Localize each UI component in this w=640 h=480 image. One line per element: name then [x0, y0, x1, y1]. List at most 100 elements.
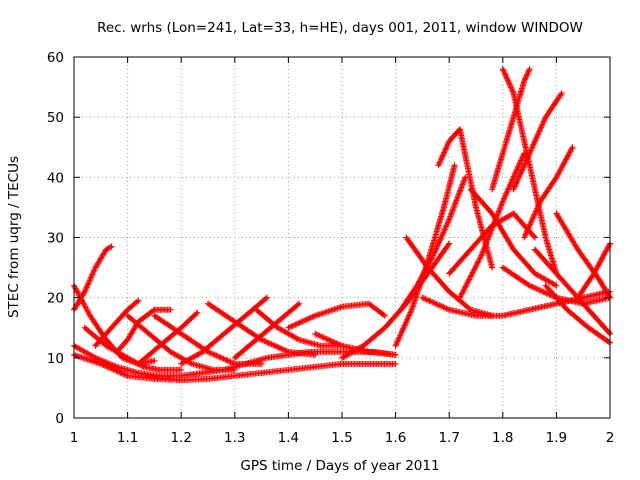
data-point	[438, 233, 445, 240]
data-point	[444, 220, 451, 227]
data-point	[445, 241, 452, 248]
series-track	[231, 300, 303, 361]
data-point	[538, 122, 545, 129]
data-point	[507, 83, 514, 90]
series-track	[499, 264, 613, 307]
data-point	[434, 242, 441, 249]
data-point	[569, 144, 576, 151]
data-point	[469, 270, 476, 277]
data-point	[406, 312, 413, 319]
data-point	[400, 324, 407, 331]
data-point	[282, 347, 289, 354]
data-point	[118, 370, 125, 377]
data-point	[227, 358, 234, 365]
y-tick-label: 20	[47, 291, 64, 307]
data-point	[553, 282, 560, 289]
data-point	[431, 249, 438, 256]
data-point	[527, 221, 534, 228]
data-point	[324, 336, 331, 343]
data-point	[298, 319, 305, 326]
data-point	[534, 204, 541, 211]
data-point	[521, 78, 528, 85]
data-point	[305, 315, 312, 322]
data-point	[279, 346, 286, 353]
data-point	[139, 363, 146, 370]
data-point	[381, 312, 388, 319]
data-point	[499, 66, 506, 73]
data-point	[106, 364, 113, 371]
data-point	[432, 300, 439, 307]
y-tick-label: 50	[47, 110, 64, 126]
data-point	[501, 70, 508, 77]
data-point	[103, 363, 110, 370]
data-point	[404, 316, 411, 323]
data-point	[310, 313, 317, 320]
data-point	[429, 253, 436, 260]
x-tick-label: 1.9	[546, 430, 567, 446]
data-point	[476, 255, 483, 262]
data-point	[540, 288, 547, 295]
data-point	[434, 301, 441, 308]
data-point	[407, 309, 414, 316]
series-track	[392, 162, 458, 349]
data-point	[230, 360, 237, 367]
data-point	[306, 315, 313, 322]
data-point	[505, 78, 512, 85]
data-point	[420, 295, 427, 302]
data-point	[296, 300, 303, 307]
data-point	[400, 325, 407, 332]
x-tick-label: 1	[70, 430, 79, 446]
y-tick-label: 0	[55, 411, 64, 427]
data-point	[285, 324, 292, 331]
data-point	[489, 264, 496, 271]
data-point	[117, 369, 124, 376]
data-point	[534, 132, 541, 139]
data-point	[433, 301, 440, 307]
data-point	[406, 311, 413, 318]
data-point	[445, 217, 452, 224]
data-point	[329, 338, 336, 345]
data-point	[521, 234, 528, 241]
data-point	[464, 279, 471, 286]
data-point	[443, 143, 450, 150]
data-point	[436, 238, 443, 245]
data-point	[524, 70, 531, 77]
data-point	[107, 244, 114, 251]
data-point	[228, 359, 235, 366]
data-point	[458, 291, 465, 298]
data-point	[262, 338, 269, 345]
data-point	[316, 332, 323, 339]
data-point	[327, 337, 334, 344]
data-point	[408, 308, 415, 315]
data-point	[535, 286, 542, 293]
data-point	[438, 156, 445, 163]
data-point	[214, 353, 221, 360]
data-point	[523, 74, 530, 81]
data-point	[108, 243, 115, 250]
data-point	[92, 354, 99, 361]
data-point	[537, 287, 544, 294]
series-track	[178, 294, 270, 367]
data-point	[474, 260, 481, 267]
data-point	[532, 285, 539, 292]
data-point	[194, 309, 201, 316]
data-point	[516, 171, 523, 178]
data-point	[525, 151, 532, 158]
data-point	[535, 202, 542, 209]
data-point	[419, 294, 426, 301]
series-track	[71, 282, 158, 367]
data-point	[89, 271, 96, 278]
x-tick-label: 1.1	[117, 430, 138, 446]
data-point	[116, 369, 123, 376]
data-point	[506, 80, 513, 87]
data-point	[438, 155, 445, 162]
data-point	[515, 174, 522, 181]
data-point	[394, 338, 401, 345]
data-point	[326, 337, 333, 344]
data-point	[531, 138, 538, 145]
data-point	[441, 228, 448, 235]
data-point	[134, 298, 141, 305]
data-point	[540, 119, 547, 126]
data-point	[107, 365, 114, 372]
data-point	[392, 351, 399, 358]
